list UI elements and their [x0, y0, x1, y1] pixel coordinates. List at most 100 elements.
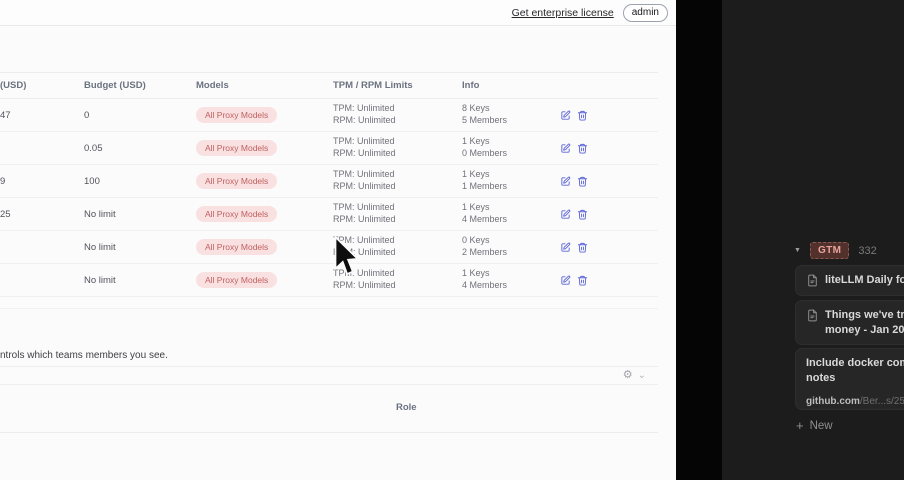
board-card[interactable]: Things we've tried money - Jan 2023	[796, 301, 904, 344]
pencil-icon	[561, 143, 571, 153]
edit-team-button[interactable]	[560, 176, 571, 187]
board-card[interactable]: Include docker comma notes github.com/Be…	[796, 349, 904, 409]
group-badge[interactable]: GTM	[809, 242, 850, 259]
admin-user-button[interactable]: admin	[622, 3, 668, 22]
new-card-label: New	[809, 419, 833, 432]
card-title-line2: money - Jan 2023	[825, 324, 904, 336]
keys-count: 1 Keys	[462, 268, 490, 279]
page-icon	[808, 309, 817, 322]
toggle-down-icon[interactable]: ▼	[794, 247, 801, 254]
models-cell: All Proxy Models	[196, 272, 333, 288]
get-enterprise-license-link[interactable]: Get enterprise license	[511, 6, 614, 19]
card-title: Things we've tried	[825, 309, 904, 321]
members-count: 1 Members	[462, 181, 508, 191]
tpm-value: TPM: Unlimited	[333, 136, 395, 147]
chevron-down-icon[interactable]: ⌄	[637, 369, 646, 381]
spend-cell: 9	[0, 175, 6, 187]
tpm-value: TPM: Unlimited	[333, 103, 395, 114]
budget-cell: No limit	[84, 208, 116, 220]
table-header-row: (USD) Budget (USD) Models TPM / RPM Limi…	[0, 72, 658, 99]
table-row[interactable]: 0.05 All Proxy Models TPM: Unlimited RPM:…	[0, 132, 658, 165]
row-actions	[560, 176, 658, 187]
models-badge: All Proxy Models	[196, 173, 278, 189]
notion-board-panel: ▼ GTM 332 liteLLM Daily forma Things we'…	[722, 0, 904, 480]
group-count: 332	[858, 244, 877, 257]
spend-cell: 25	[0, 208, 11, 220]
pencil-icon	[561, 275, 571, 285]
rpm-value: RPM: Unlimited	[333, 148, 396, 158]
models-badge: All Proxy Models	[196, 239, 278, 255]
edit-team-button[interactable]	[560, 143, 571, 154]
row-actions	[560, 110, 658, 121]
info-cell: 1 Keys 0 Members	[462, 136, 560, 159]
info-cell: 8 Keys 5 Members	[462, 103, 560, 126]
delete-team-button[interactable]	[577, 176, 588, 187]
table-row[interactable]: No limit All Proxy Models TPM: Unlimited…	[0, 264, 658, 297]
budget-cell: No limit	[84, 241, 116, 253]
delete-team-button[interactable]	[577, 209, 588, 220]
spend-cell: 47	[0, 109, 11, 121]
members-description: ntrols which teams members you see.	[0, 350, 168, 361]
tpm-value: TPM: Unlimited	[333, 202, 395, 213]
info-cell: 1 Keys 4 Members	[462, 268, 560, 291]
keys-count: 1 Keys	[462, 169, 490, 180]
edit-team-button[interactable]	[560, 209, 571, 220]
rpm-value: RPM: Unlimited	[333, 280, 396, 290]
card-title: liteLLM Daily forma	[825, 274, 904, 286]
edit-team-button[interactable]	[560, 110, 571, 121]
trash-icon	[577, 275, 588, 286]
rpm-value: RPM: Unlimited	[333, 115, 396, 125]
members-count: 0 Members	[462, 148, 508, 158]
delete-team-button[interactable]	[577, 275, 588, 286]
role-column-header: Role	[396, 402, 417, 413]
info-column-header: Info	[462, 80, 480, 91]
budget-cell: No limit	[84, 274, 116, 286]
page-icon	[808, 274, 817, 287]
models-cell: All Proxy Models	[196, 140, 333, 156]
card-title: Include docker comma	[806, 357, 904, 369]
pencil-icon	[561, 242, 571, 252]
gear-icon[interactable]: ⚙	[622, 369, 633, 381]
teams-table: (USD) Budget (USD) Models TPM / RPM Limi…	[0, 72, 658, 297]
rpm-value: RPM: Unlimited	[333, 214, 396, 224]
litellm-admin-panel: Get enterprise license admin (USD) Budge…	[0, 0, 676, 480]
new-card-button[interactable]: + New	[796, 419, 833, 432]
rpm-value: RPM: Unlimited	[333, 247, 396, 257]
delete-team-button[interactable]	[577, 242, 588, 253]
board-card[interactable]: liteLLM Daily forma	[796, 266, 904, 295]
members-count: 5 Members	[462, 115, 508, 125]
table-row[interactable]: 47 0 All Proxy Models TPM: Unlimited RPM:…	[0, 99, 658, 132]
keys-count: 0 Keys	[462, 235, 490, 246]
budget-column-header: Budget (USD)	[84, 80, 146, 91]
edit-team-button[interactable]	[560, 275, 571, 286]
keys-count: 1 Keys	[462, 136, 490, 147]
table-row[interactable]: No limit All Proxy Models TPM: Unlimited…	[0, 231, 658, 264]
edit-team-button[interactable]	[560, 242, 571, 253]
limits-cell: TPM: Unlimited RPM: Unlimited	[333, 169, 462, 192]
tpm-value: TPM: Unlimited	[333, 235, 395, 246]
pencil-icon	[561, 110, 571, 120]
pencil-icon	[561, 209, 571, 219]
limits-cell: TPM: Unlimited RPM: Unlimited	[333, 202, 462, 225]
trash-icon	[577, 209, 588, 220]
trash-icon	[577, 110, 588, 121]
top-bar: Get enterprise license admin	[0, 0, 676, 26]
limits-cell: TPM: Unlimited RPM: Unlimited	[333, 268, 462, 291]
link-path: /Ber...s/2587	[859, 396, 904, 407]
tpm-value: TPM: Unlimited	[333, 268, 395, 279]
card-link[interactable]: github.com/Ber...s/2587	[806, 394, 904, 409]
members-count: 2 Members	[462, 247, 508, 257]
limits-cell: TPM: Unlimited RPM: Unlimited	[333, 103, 462, 126]
models-cell: All Proxy Models	[196, 239, 333, 255]
section-divider	[0, 308, 658, 309]
delete-team-button[interactable]	[577, 110, 588, 121]
filter-bar: ⚙ ⌄	[0, 366, 658, 385]
info-cell: 1 Keys 1 Members	[462, 169, 560, 192]
delete-team-button[interactable]	[577, 143, 588, 154]
plus-icon: +	[796, 418, 804, 433]
limits-cell: TPM: Unlimited RPM: Unlimited	[333, 136, 462, 159]
link-domain: github.com	[806, 396, 860, 407]
table-row[interactable]: 9 100 All Proxy Models TPM: Unlimited RPM…	[0, 165, 658, 198]
table-row[interactable]: 25 No limit All Proxy Models TPM: Unlimi…	[0, 198, 658, 231]
